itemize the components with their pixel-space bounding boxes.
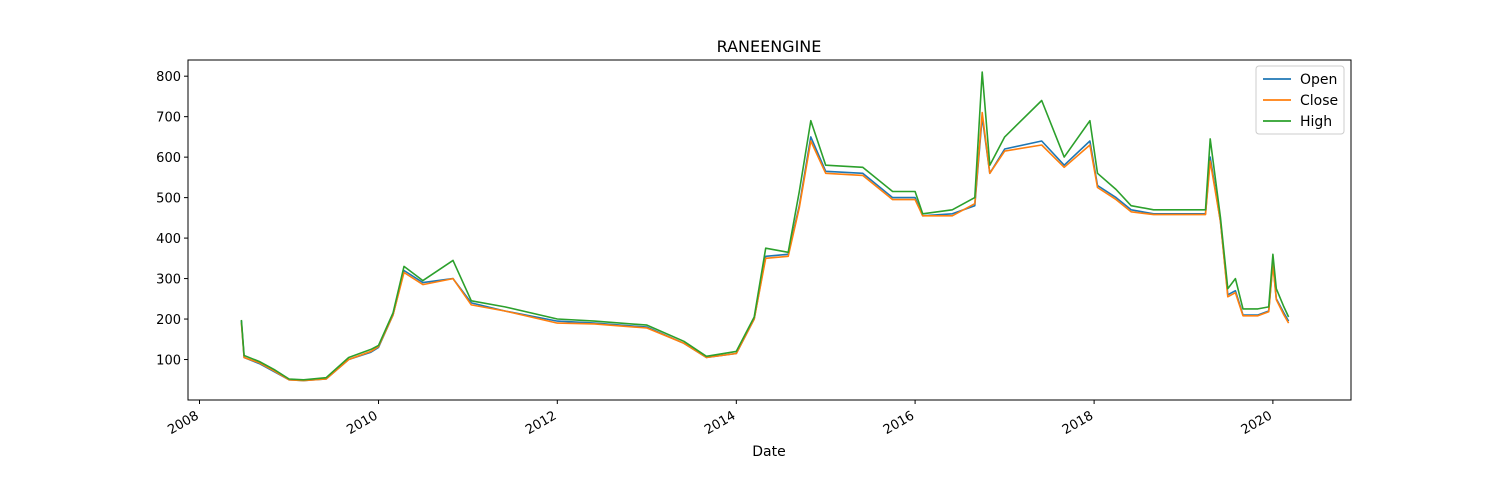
y-tick-label: 200	[156, 313, 181, 328]
legend-label-open: Open	[1300, 72, 1337, 88]
x-axis-label: Date	[752, 444, 785, 460]
y-tick-label: 300	[156, 273, 181, 288]
y-tick-label: 800	[156, 70, 181, 85]
y-tick-label: 500	[156, 192, 181, 207]
y-axis: 100 200 300 400 500 600 700 800	[156, 70, 188, 369]
plot-frame	[187, 59, 1352, 401]
legend-label-close: Close	[1300, 93, 1338, 109]
y-tick-label: 700	[156, 111, 181, 126]
legend-box	[1255, 65, 1345, 135]
chart-title: RANEENGINE	[717, 37, 822, 56]
plot-area	[188, 60, 1351, 400]
y-tick-label: 400	[156, 232, 181, 247]
legend: Open Close High	[1255, 65, 1345, 135]
series-line-high	[240, 71, 1290, 381]
y-tick-label: 600	[156, 151, 181, 166]
y-tick-label: 100	[156, 354, 181, 369]
series-layer	[240, 71, 1290, 382]
legend-label-high: High	[1300, 114, 1332, 130]
